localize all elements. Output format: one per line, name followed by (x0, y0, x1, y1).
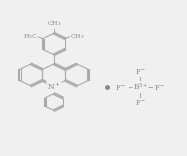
Text: F$^-$: F$^-$ (115, 83, 127, 92)
Text: F$^-$: F$^-$ (135, 67, 146, 76)
Text: CH$_3$: CH$_3$ (70, 32, 85, 41)
Text: N$^+$: N$^+$ (47, 80, 61, 92)
Text: F$^-$: F$^-$ (154, 83, 166, 92)
Text: H$_3$C: H$_3$C (23, 32, 38, 41)
Text: CH$_3$: CH$_3$ (47, 19, 61, 28)
Text: F$^-$: F$^-$ (135, 98, 146, 107)
Text: B$^{3+}$: B$^{3+}$ (133, 82, 148, 93)
